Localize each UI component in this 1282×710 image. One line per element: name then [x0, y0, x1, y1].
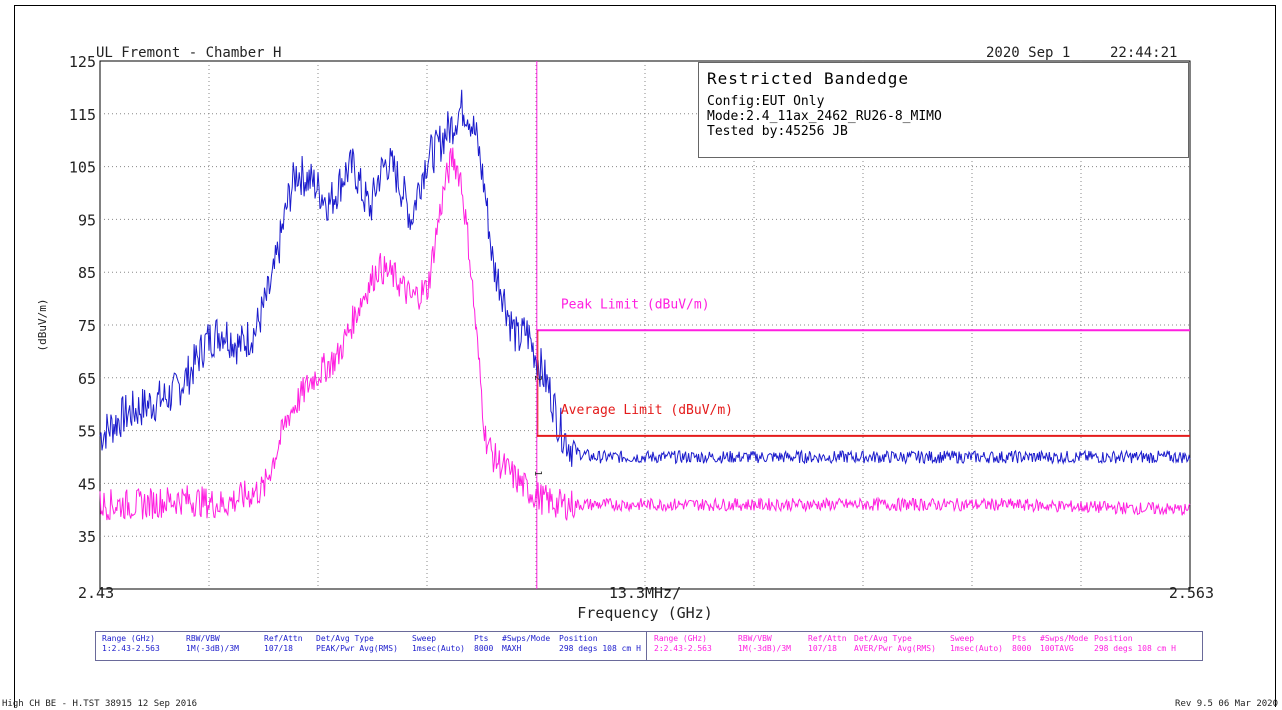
rbw-label: RBW/VBW [186, 634, 220, 643]
ref-label: Ref/Attn [264, 634, 303, 643]
y-tick-label: 125 [69, 53, 96, 71]
footer-left: High CH BE - H.TST 38915 12 Sep 2016 [2, 699, 198, 709]
y-axis-label: (dBuV/m) [36, 299, 49, 352]
x-tick-label-right: 2.563 [1169, 584, 1214, 602]
swps-value: MAXH [502, 644, 522, 653]
swps-value: 100TAVG [1040, 644, 1074, 653]
pts-label: Pts [474, 634, 489, 643]
position-value: 298 degs 108 cm H [559, 644, 641, 653]
y-tick-label: 65 [78, 370, 96, 388]
x-tick-label-center: 13.3MHz/ [609, 584, 681, 602]
peak-trace [99, 89, 1191, 467]
swps-label: #Swps/Mode [1040, 634, 1089, 643]
ref-value: 107/18 [264, 644, 293, 653]
time-label: 22:44:21 [1110, 45, 1178, 61]
range-label: Range (GHz) [654, 634, 707, 643]
test-info-title: Restricted Bandedge [707, 69, 910, 88]
peak-limit-label: Peak Limit (dBuV/m) [561, 297, 710, 312]
average-trace [99, 147, 1191, 521]
plot-frame [14, 5, 1276, 707]
pts-value: 8000 [1012, 644, 1032, 653]
y-tick-label: 95 [78, 211, 96, 229]
date-label: 2020 Sep 1 [986, 45, 1071, 61]
y-tick-label: 115 [69, 106, 96, 124]
test-info-mode: Mode:2.4_11ax_2462_RU26-8_MIMO [707, 109, 942, 124]
marker-2-label: 2 [532, 375, 543, 381]
det-value: PEAK/Pwr Avg(RMS) [316, 644, 398, 653]
sweep-label: Sweep [412, 634, 437, 643]
y-tick-label: 55 [78, 423, 96, 441]
y-tick-label: 35 [78, 528, 96, 546]
pts-label: Pts [1012, 634, 1027, 643]
swps-label: #Swps/Mode [502, 634, 551, 643]
det-label: Det/Avg Type [854, 634, 912, 643]
y-tick-label: 105 [69, 159, 96, 177]
ref-value: 107/18 [808, 644, 837, 653]
rbw-value: 1M(-3dB)/3M [186, 644, 239, 653]
rbw-value: 1M(-3dB)/3M [738, 644, 791, 653]
x-tick-label-left: 2.43 [78, 584, 114, 602]
sweep-value: 1msec(Auto) [950, 644, 1003, 653]
position-value: 298 degs 108 cm H [1094, 644, 1176, 653]
range-value: 1:2.43-2.563 [102, 644, 160, 653]
det-value: AVER/Pwr Avg(RMS) [854, 644, 936, 653]
y-tick-label: 75 [78, 317, 96, 335]
test-info-config: Config:EUT Only [707, 94, 825, 109]
range-value: 2:2.43-2.563 [654, 644, 712, 653]
site-label: UL Fremont - Chamber H [96, 45, 282, 61]
average-limit-label: Average Limit (dBuV/m) [561, 403, 733, 418]
position-label: Position [559, 634, 598, 643]
rbw-label: RBW/VBW [738, 634, 772, 643]
test-info-tester: Tested by:45256 JB [707, 124, 848, 139]
x-axis-label: Frequency (GHz) [577, 604, 712, 622]
settings-divider [646, 632, 647, 660]
sweep-label: Sweep [950, 634, 975, 643]
ref-label: Ref/Attn [808, 634, 847, 643]
det-label: Det/Avg Type [316, 634, 374, 643]
pts-value: 8000 [474, 644, 494, 653]
footer-right: Rev 9.5 06 Mar 2020 [1175, 699, 1278, 709]
settings-table: Range (GHz) 1:2.43-2.563 RBW/VBW 1M(-3dB)/… [95, 631, 1203, 661]
marker-1-label: 1 [532, 470, 543, 476]
y-tick-label: 85 [78, 264, 96, 282]
test-info-box: Restricted Bandedge Config:EUT Only Mode… [698, 62, 1189, 158]
y-tick-label: 45 [78, 475, 96, 493]
position-label: Position [1094, 634, 1133, 643]
range-label: Range (GHz) [102, 634, 155, 643]
sweep-value: 1msec(Auto) [412, 644, 465, 653]
